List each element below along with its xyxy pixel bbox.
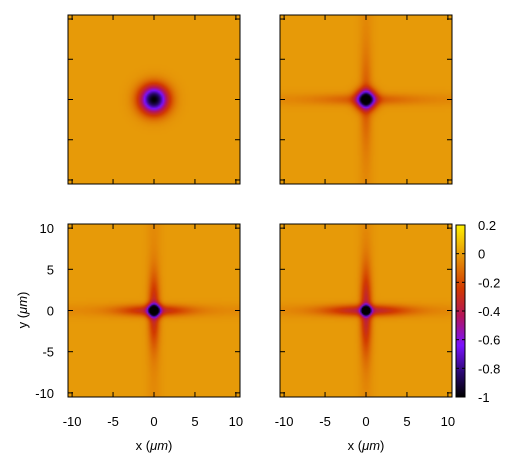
colorbar-tick-label: -0.8 [478, 361, 500, 376]
panel-bottom-right [279, 223, 453, 398]
panel-top-right [279, 14, 453, 185]
x-axis-title-right: x (μm) [348, 438, 385, 453]
x-axis-title-left: x (μm) [136, 438, 173, 453]
panel-frame-bottom-left [67, 223, 241, 398]
panel-frame-bottom-right [279, 223, 453, 398]
heatmap-image-bottom-right [280, 224, 452, 397]
heatmap-image-top-left [68, 15, 240, 184]
x-tick-label: 5 [191, 414, 198, 429]
x-tick-label: 0 [150, 414, 157, 429]
panel-bottom-left [67, 223, 241, 398]
x-tick-label: -10 [275, 414, 294, 429]
heatmap-image-bottom-left [68, 224, 240, 397]
y-tick-label: 0 [47, 304, 54, 319]
x-tick-label: 0 [362, 414, 369, 429]
x-tick-label: 10 [229, 414, 243, 429]
colorbar-tick-label: 0.2 [478, 218, 496, 233]
colorbar: 0.2 0 -0.2 -0.4 -0.6 -0.8 -1 [455, 218, 500, 405]
colorbar-tick-label: -1 [478, 390, 490, 405]
panel-frame-top-right [279, 14, 453, 185]
panel-ticks-top-right [280, 15, 452, 184]
colorbar-ticks: 0.2 0 -0.2 -0.4 -0.6 -0.8 -1 [456, 218, 500, 405]
panel-ticks-bottom-right [280, 224, 452, 397]
panel-ticks-bottom-left [68, 224, 240, 397]
x-tick-label: -5 [319, 414, 331, 429]
x-tick-label: -5 [107, 414, 119, 429]
colorbar-tick-label: -0.4 [478, 304, 500, 319]
panel-top-left [67, 14, 241, 185]
heatmap-image-top-right [280, 15, 452, 184]
x-tick-label: 10 [441, 414, 455, 429]
panel-frame-top-left [67, 14, 241, 185]
tick-labels: -10 -5 0 5 10 -10 -5 0 5 10 -10 -5 0 5 10 [35, 221, 455, 429]
x-tick-label: -10 [63, 414, 82, 429]
y-tick-label: 5 [47, 262, 54, 277]
x-tick-label: 5 [403, 414, 410, 429]
panel-ticks-top-left [68, 15, 240, 184]
y-axis-title: y (μm) [15, 292, 30, 329]
colorbar-tick-label: 0 [478, 247, 485, 262]
colorbar-tick-label: -0.6 [478, 333, 500, 348]
y-tick-label: 10 [40, 221, 54, 236]
y-tick-label: -10 [35, 386, 54, 401]
y-tick-label: -5 [42, 345, 54, 360]
colorbar-tick-label: -0.2 [478, 275, 500, 290]
